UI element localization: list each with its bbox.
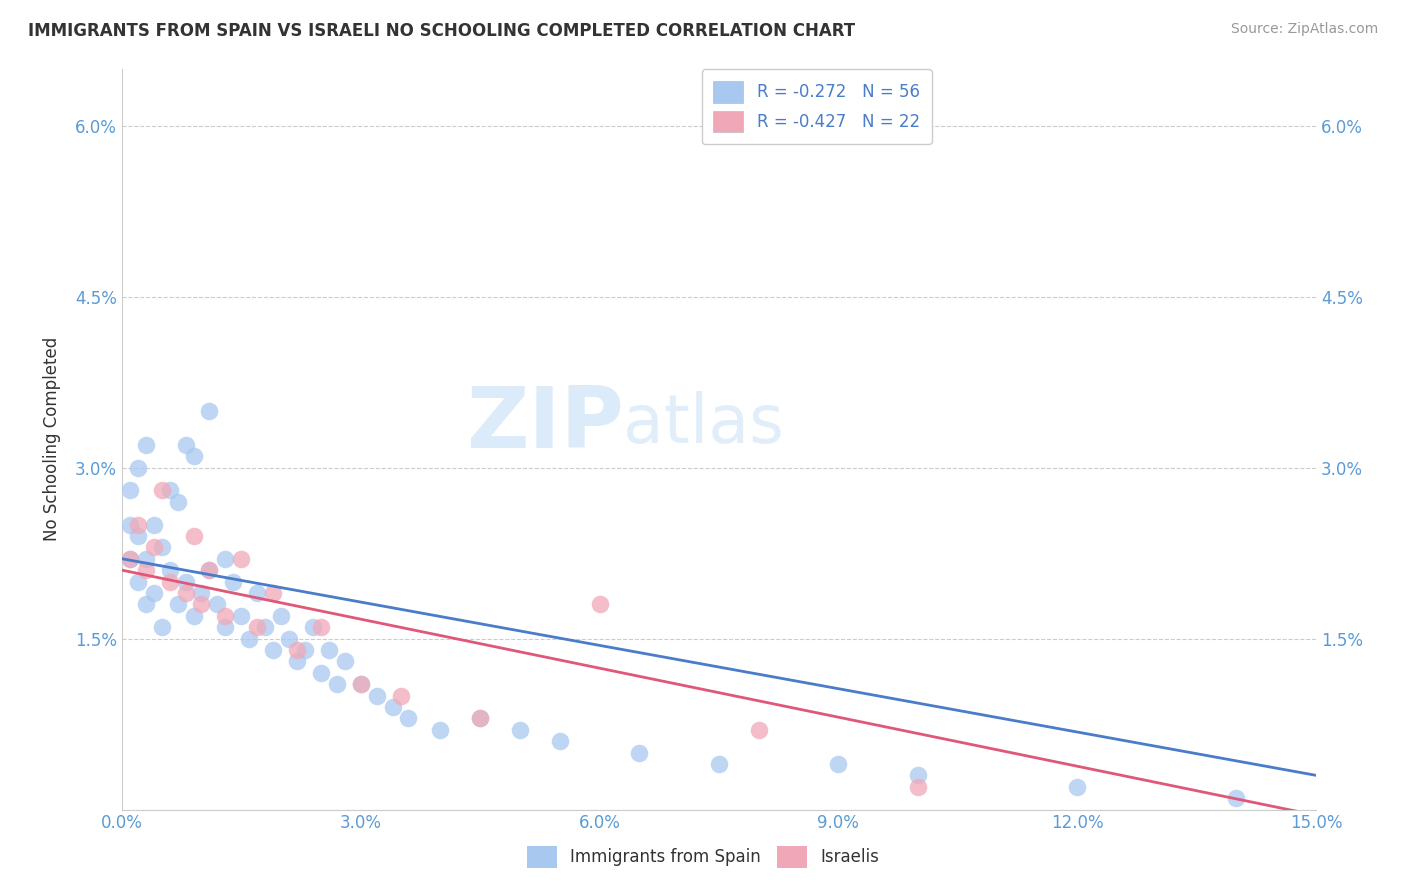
Point: [278, 632, 301, 646]
Point: [198, 563, 221, 577]
Point: [183, 608, 205, 623]
Point: [127, 529, 149, 543]
Text: Source: ZipAtlas.com: Source: ZipAtlas.com: [1230, 22, 1378, 37]
Legend: R = -0.272   N = 56, R = -0.427   N = 22: R = -0.272 N = 56, R = -0.427 N = 22: [702, 70, 932, 144]
Point: [381, 700, 404, 714]
Point: [270, 608, 292, 623]
Point: [548, 734, 571, 748]
Point: [429, 723, 451, 737]
Point: [707, 756, 730, 771]
Point: [318, 643, 340, 657]
Point: [366, 689, 388, 703]
Point: [174, 438, 197, 452]
Point: [118, 551, 141, 566]
Point: [174, 574, 197, 589]
Point: [135, 551, 157, 566]
Point: [150, 620, 173, 634]
Point: [207, 598, 229, 612]
Point: [135, 438, 157, 452]
Point: [222, 574, 245, 589]
Point: [142, 517, 165, 532]
Point: [142, 586, 165, 600]
Point: [262, 643, 284, 657]
Point: [827, 756, 849, 771]
Point: [127, 460, 149, 475]
Point: [294, 643, 316, 657]
Point: [214, 620, 236, 634]
Point: [166, 598, 188, 612]
Point: [127, 517, 149, 532]
Point: [246, 586, 269, 600]
Point: [389, 689, 412, 703]
Point: [326, 677, 349, 691]
Point: [135, 563, 157, 577]
Point: [118, 551, 141, 566]
Point: [309, 620, 332, 634]
Point: [285, 643, 308, 657]
Point: [214, 551, 236, 566]
Point: [468, 711, 491, 725]
Point: [142, 541, 165, 555]
Point: [166, 494, 188, 508]
Point: [509, 723, 531, 737]
Point: [350, 677, 373, 691]
Point: [628, 746, 651, 760]
Point: [588, 598, 610, 612]
Point: [135, 598, 157, 612]
Text: IMMIGRANTS FROM SPAIN VS ISRAELI NO SCHOOLING COMPLETED CORRELATION CHART: IMMIGRANTS FROM SPAIN VS ISRAELI NO SCHO…: [28, 22, 855, 40]
Point: [190, 586, 212, 600]
Point: [159, 483, 181, 498]
Point: [748, 723, 770, 737]
Text: ZIP: ZIP: [465, 383, 623, 466]
Legend: Immigrants from Spain, Israelis: Immigrants from Spain, Israelis: [515, 834, 891, 880]
Point: [231, 608, 253, 623]
Point: [262, 586, 284, 600]
Point: [159, 563, 181, 577]
Point: [118, 483, 141, 498]
Point: [127, 574, 149, 589]
Point: [907, 780, 929, 794]
Point: [398, 711, 420, 725]
Point: [214, 608, 236, 623]
Point: [1225, 791, 1247, 805]
Point: [468, 711, 491, 725]
Point: [302, 620, 325, 634]
Point: [231, 551, 253, 566]
Point: [198, 563, 221, 577]
Point: [174, 586, 197, 600]
Point: [246, 620, 269, 634]
Y-axis label: No Schooling Completed: No Schooling Completed: [44, 337, 60, 541]
Point: [150, 541, 173, 555]
Point: [238, 632, 260, 646]
Point: [190, 598, 212, 612]
Point: [198, 403, 221, 417]
Point: [309, 665, 332, 680]
Point: [1066, 780, 1088, 794]
Point: [118, 517, 141, 532]
Point: [350, 677, 373, 691]
Point: [333, 654, 356, 668]
Point: [183, 449, 205, 463]
Text: atlas: atlas: [623, 392, 785, 458]
Point: [150, 483, 173, 498]
Point: [159, 574, 181, 589]
Point: [285, 654, 308, 668]
Point: [907, 768, 929, 782]
Point: [183, 529, 205, 543]
Point: [254, 620, 277, 634]
